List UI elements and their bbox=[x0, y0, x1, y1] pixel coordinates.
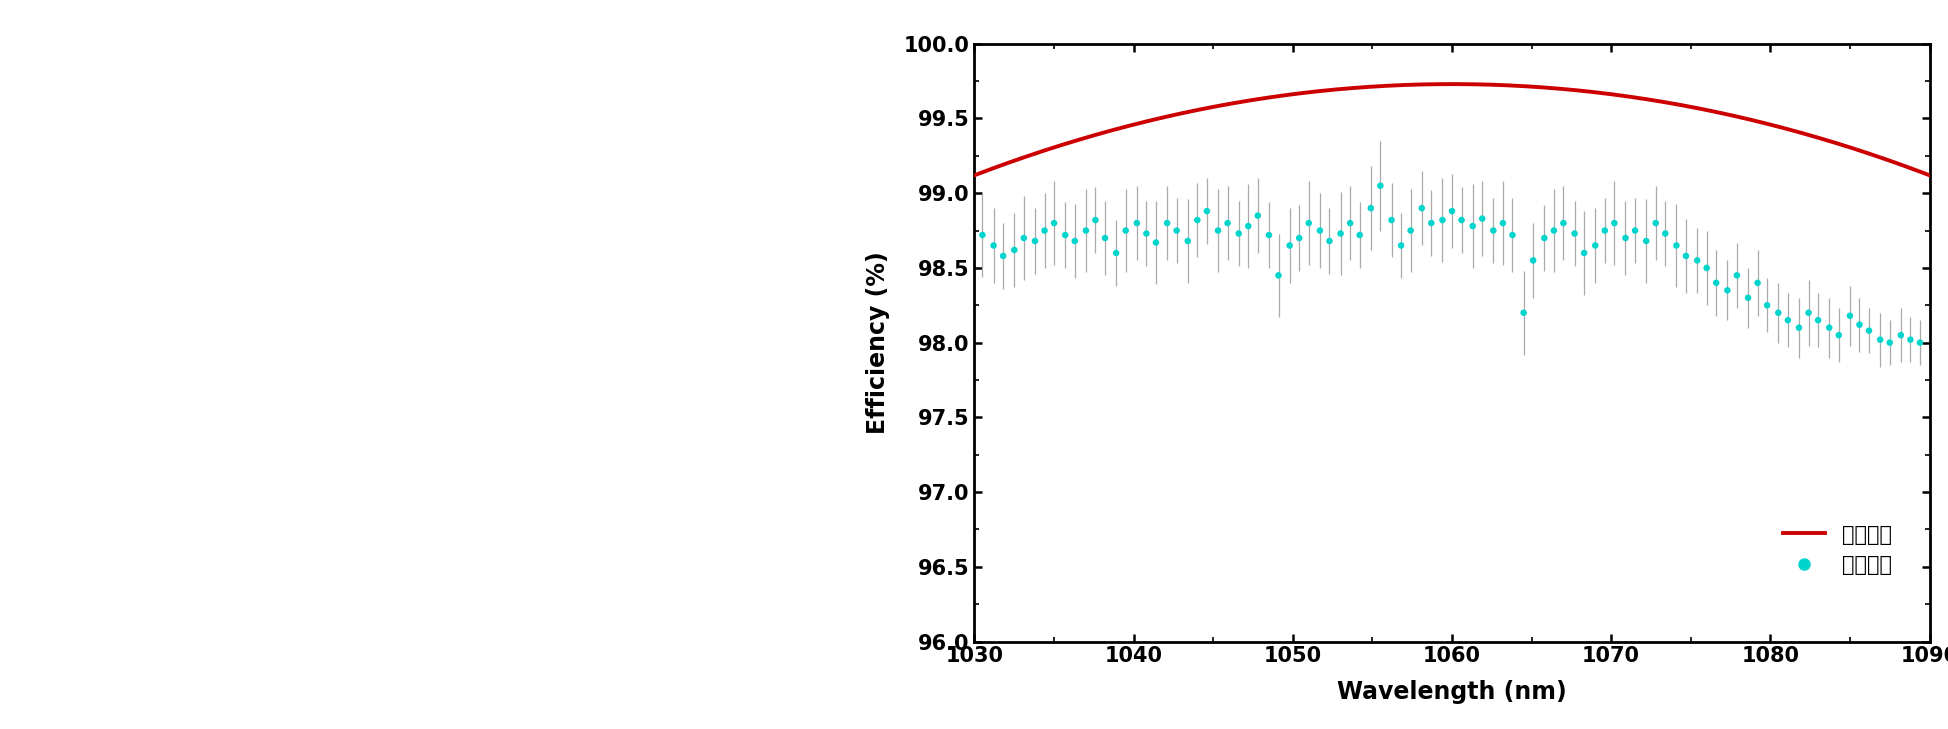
Point bbox=[1436, 206, 1467, 217]
Point bbox=[1274, 240, 1305, 252]
Point bbox=[1395, 225, 1426, 236]
Point bbox=[1568, 247, 1599, 259]
Point bbox=[1884, 330, 1915, 341]
Point bbox=[1864, 334, 1895, 346]
Point bbox=[1007, 233, 1038, 244]
Point bbox=[1253, 229, 1284, 241]
Point bbox=[1120, 217, 1151, 229]
Point bbox=[1212, 217, 1243, 229]
Point bbox=[1903, 337, 1934, 348]
Point bbox=[1619, 225, 1650, 236]
Point bbox=[1833, 310, 1864, 321]
Point bbox=[1527, 233, 1558, 244]
Point bbox=[1292, 217, 1323, 229]
Point bbox=[1477, 225, 1508, 236]
Point bbox=[1578, 240, 1609, 252]
Point bbox=[1720, 270, 1751, 281]
Point bbox=[1821, 330, 1853, 341]
Point bbox=[1110, 225, 1142, 236]
Point bbox=[1089, 233, 1120, 244]
Point bbox=[1334, 217, 1366, 229]
Point bbox=[1050, 229, 1081, 241]
Point bbox=[1385, 240, 1416, 252]
Point bbox=[1782, 322, 1814, 334]
Point bbox=[1019, 235, 1050, 247]
Point bbox=[1802, 314, 1833, 326]
Point bbox=[1180, 214, 1212, 226]
Point bbox=[1732, 292, 1763, 304]
Point bbox=[1426, 214, 1457, 226]
Point bbox=[1029, 225, 1060, 236]
Point bbox=[1669, 250, 1701, 262]
Legend: 仿真结果, 测试结果: 仿真结果, 测试结果 bbox=[1775, 516, 1899, 583]
Point bbox=[1303, 225, 1334, 236]
Point bbox=[1161, 225, 1192, 236]
Point bbox=[1853, 325, 1884, 337]
Point bbox=[1710, 284, 1742, 296]
Point bbox=[1609, 233, 1640, 244]
Point bbox=[988, 250, 1019, 262]
Point bbox=[1038, 217, 1069, 229]
Point bbox=[1681, 254, 1712, 266]
Point bbox=[1761, 307, 1792, 319]
Point bbox=[1354, 202, 1385, 214]
Point bbox=[1223, 227, 1255, 239]
Point bbox=[1140, 237, 1171, 249]
Point bbox=[1843, 319, 1874, 330]
Point bbox=[1101, 247, 1132, 259]
Point bbox=[997, 244, 1029, 256]
Point bbox=[1486, 217, 1517, 229]
Point bbox=[1325, 227, 1356, 239]
Point bbox=[1701, 277, 1732, 289]
Point bbox=[1640, 217, 1671, 229]
Point bbox=[1496, 229, 1527, 241]
Point bbox=[1262, 270, 1293, 281]
Point bbox=[1058, 235, 1089, 247]
Point bbox=[1405, 202, 1436, 214]
Point bbox=[1558, 227, 1590, 239]
Point bbox=[1874, 337, 1905, 348]
Point bbox=[1313, 235, 1344, 247]
Point bbox=[1445, 214, 1477, 226]
Point bbox=[1171, 235, 1202, 247]
Point bbox=[1537, 225, 1568, 236]
Point bbox=[1284, 233, 1315, 244]
Point bbox=[1231, 220, 1262, 232]
Point bbox=[1648, 227, 1679, 239]
Point bbox=[978, 240, 1009, 252]
Point bbox=[1190, 206, 1221, 217]
Point bbox=[1457, 220, 1488, 232]
Point bbox=[1814, 322, 1845, 334]
Point bbox=[1630, 235, 1662, 247]
Point bbox=[1414, 217, 1445, 229]
Point bbox=[1660, 240, 1691, 252]
Point bbox=[966, 229, 997, 241]
X-axis label: Wavelength (nm): Wavelength (nm) bbox=[1336, 680, 1566, 704]
Point bbox=[1751, 300, 1782, 311]
Point bbox=[1893, 334, 1925, 346]
Point bbox=[1597, 217, 1629, 229]
Point bbox=[1508, 307, 1539, 319]
Point bbox=[1742, 277, 1773, 289]
Point bbox=[1079, 214, 1110, 226]
Point bbox=[1792, 307, 1823, 319]
Point bbox=[1375, 214, 1406, 226]
Point bbox=[1588, 225, 1619, 236]
Point bbox=[1691, 262, 1722, 274]
Point bbox=[1151, 217, 1182, 229]
Point bbox=[1771, 314, 1802, 326]
Point bbox=[1364, 180, 1395, 192]
Point bbox=[1130, 227, 1161, 239]
Point bbox=[1517, 254, 1549, 266]
Y-axis label: Efficiency (%): Efficiency (%) bbox=[865, 252, 890, 434]
Point bbox=[1467, 213, 1498, 225]
Point bbox=[1547, 217, 1578, 229]
Point bbox=[1241, 210, 1272, 222]
Point bbox=[1344, 229, 1375, 241]
Point bbox=[1069, 225, 1101, 236]
Point bbox=[1202, 225, 1233, 236]
